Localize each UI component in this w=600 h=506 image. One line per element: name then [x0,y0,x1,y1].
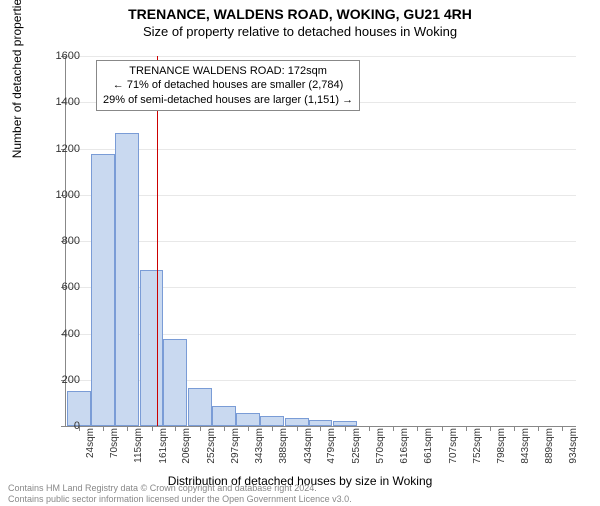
x-tick-label: 388sqm [278,428,289,478]
x-tick-label: 161sqm [158,428,169,478]
x-tick-label: 798sqm [496,428,507,478]
x-tick-label: 479sqm [326,428,337,478]
chart-container: TRENANCE, WALDENS ROAD, WOKING, GU21 4RH… [0,6,600,506]
x-tick-label: 616sqm [399,428,410,478]
y-tick-label: 800 [30,235,80,247]
annotation-line-1: TRENANCE WALDENS ROAD: 172sqm [103,64,353,78]
plot-area: 24sqm70sqm115sqm161sqm206sqm252sqm297sqm… [65,56,576,427]
x-tick-mark [152,426,153,431]
x-tick-mark [442,426,443,431]
histogram-bar [236,413,260,426]
footer-attribution: Contains HM Land Registry data © Crown c… [8,483,352,505]
histogram-bar [115,133,139,426]
x-tick-label: 343sqm [254,428,265,478]
x-tick-label: 70sqm [109,428,120,478]
x-tick-label: 661sqm [423,428,434,478]
histogram-bar [212,406,236,426]
x-tick-mark [345,426,346,431]
x-tick-mark [514,426,515,431]
y-axis-label: Number of detached properties [10,0,24,158]
x-tick-mark [417,426,418,431]
footer-line-1: Contains HM Land Registry data © Crown c… [8,483,352,494]
grid-line [66,56,576,57]
marker-line [157,56,158,426]
x-tick-label: 889sqm [544,428,555,478]
x-tick-mark [562,426,563,431]
x-tick-label: 843sqm [520,428,531,478]
x-tick-label: 252sqm [206,428,217,478]
x-tick-mark [127,426,128,431]
x-tick-mark [248,426,249,431]
y-tick-label: 600 [30,281,80,293]
x-tick-label: 570sqm [375,428,386,478]
x-tick-mark [224,426,225,431]
annotation-line-2: ← 71% of detached houses are smaller (2,… [103,78,353,92]
y-tick-label: 1000 [30,189,80,201]
y-tick-label: 400 [30,328,80,340]
grid-line [66,149,576,150]
x-tick-mark [538,426,539,431]
x-tick-mark [103,426,104,431]
grid-line [66,195,576,196]
x-tick-mark [490,426,491,431]
x-tick-label: 752sqm [472,428,483,478]
x-tick-label: 206sqm [181,428,192,478]
x-tick-label: 297sqm [230,428,241,478]
x-tick-label: 525sqm [351,428,362,478]
histogram-bar [163,339,187,426]
grid-line [66,241,576,242]
x-tick-label: 434sqm [303,428,314,478]
x-tick-mark [175,426,176,431]
x-tick-mark [369,426,370,431]
histogram-bar [140,270,164,426]
y-tick-label: 200 [30,374,80,386]
x-tick-label: 24sqm [85,428,96,478]
x-tick-mark [320,426,321,431]
x-tick-mark [297,426,298,431]
x-tick-label: 934sqm [568,428,579,478]
histogram-bar [188,388,212,426]
annotation-box: TRENANCE WALDENS ROAD: 172sqm ← 71% of d… [96,60,360,111]
histogram-bar [285,418,309,426]
x-tick-label: 707sqm [448,428,459,478]
annotation-line-3: 29% of semi-detached houses are larger (… [103,93,353,107]
chart-title: TRENANCE, WALDENS ROAD, WOKING, GU21 4RH [0,6,600,22]
y-tick-label: 1400 [30,96,80,108]
y-tick-label: 1200 [30,143,80,155]
chart-subtitle: Size of property relative to detached ho… [0,24,600,39]
y-tick-label: 0 [30,420,80,432]
x-tick-mark [272,426,273,431]
x-tick-label: 115sqm [133,428,144,478]
x-tick-mark [393,426,394,431]
x-tick-mark [200,426,201,431]
y-tick-label: 1600 [30,50,80,62]
histogram-bar [91,154,115,426]
histogram-bar [260,416,284,426]
x-tick-mark [466,426,467,431]
